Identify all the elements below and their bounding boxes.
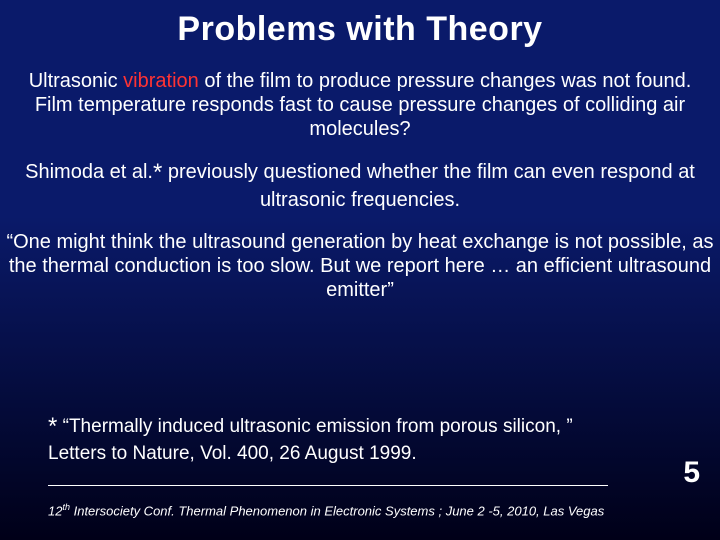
paragraph-2: Shimoda et al.* previously questioned wh… (0, 159, 720, 212)
slide: Problems with Theory Ultrasonic vibratio… (0, 0, 720, 540)
conf-ordinal: th (62, 502, 70, 512)
p2-text-b: previously questioned whether the film c… (162, 161, 695, 211)
footnote-text: “Thermally induced ultrasonic emission f… (48, 416, 573, 464)
footnote: * “Thermally induced ultrasonic emission… (48, 412, 628, 466)
p1-red-word: vibration (123, 70, 199, 92)
footnote-asterisk-icon: * (48, 413, 57, 440)
conference-footer: 12th Intersociety Conf. Thermal Phenomen… (48, 502, 604, 518)
paragraph-3-quote: “One might think the ultrasound generati… (0, 230, 720, 302)
paragraph-1: Ultrasonic vibration of the film to prod… (0, 69, 720, 141)
divider-line (48, 485, 608, 486)
slide-title: Problems with Theory (0, 0, 720, 49)
conf-text: Intersociety Conf. Thermal Phenomenon in… (70, 503, 604, 518)
p1-text-a: Ultrasonic (29, 70, 123, 92)
p2-text-a: Shimoda et al. (25, 161, 153, 183)
conf-num: 12 (48, 503, 62, 518)
asterisk-icon: * (153, 159, 162, 186)
page-number: 5 (683, 456, 700, 490)
